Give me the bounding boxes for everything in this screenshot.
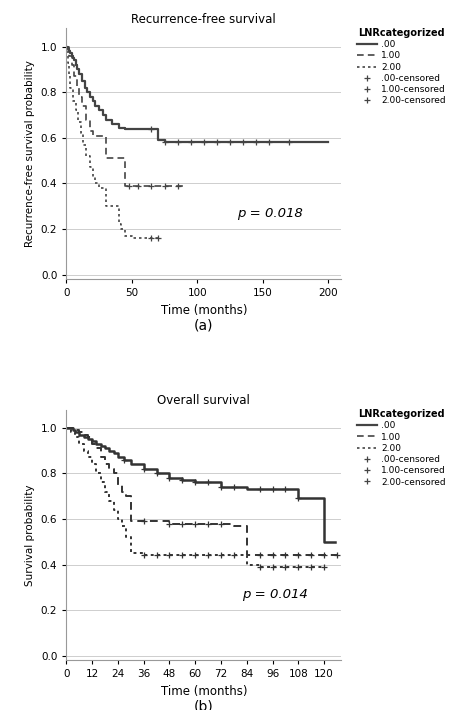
X-axis label: Time (months): Time (months)	[161, 304, 247, 317]
Text: p = 0.014: p = 0.014	[243, 588, 308, 601]
Y-axis label: Recurrence-free survival probability: Recurrence-free survival probability	[25, 60, 35, 247]
X-axis label: Time (months): Time (months)	[161, 685, 247, 698]
Title: Recurrence-free survival: Recurrence-free survival	[131, 13, 276, 26]
Legend: .00, 1.00, 2.00, .00-censored, 1.00-censored, 2.00-censored: .00, 1.00, 2.00, .00-censored, 1.00-cens…	[357, 28, 446, 106]
Legend: .00, 1.00, 2.00, .00-censored, 1.00-censored, 2.00-censored: .00, 1.00, 2.00, .00-censored, 1.00-cens…	[357, 409, 446, 486]
Text: (b): (b)	[194, 699, 214, 710]
Text: (a): (a)	[194, 318, 214, 332]
Y-axis label: Survival probability: Survival probability	[25, 484, 35, 586]
Text: p = 0.018: p = 0.018	[237, 207, 302, 219]
Title: Overall survival: Overall survival	[157, 394, 250, 407]
